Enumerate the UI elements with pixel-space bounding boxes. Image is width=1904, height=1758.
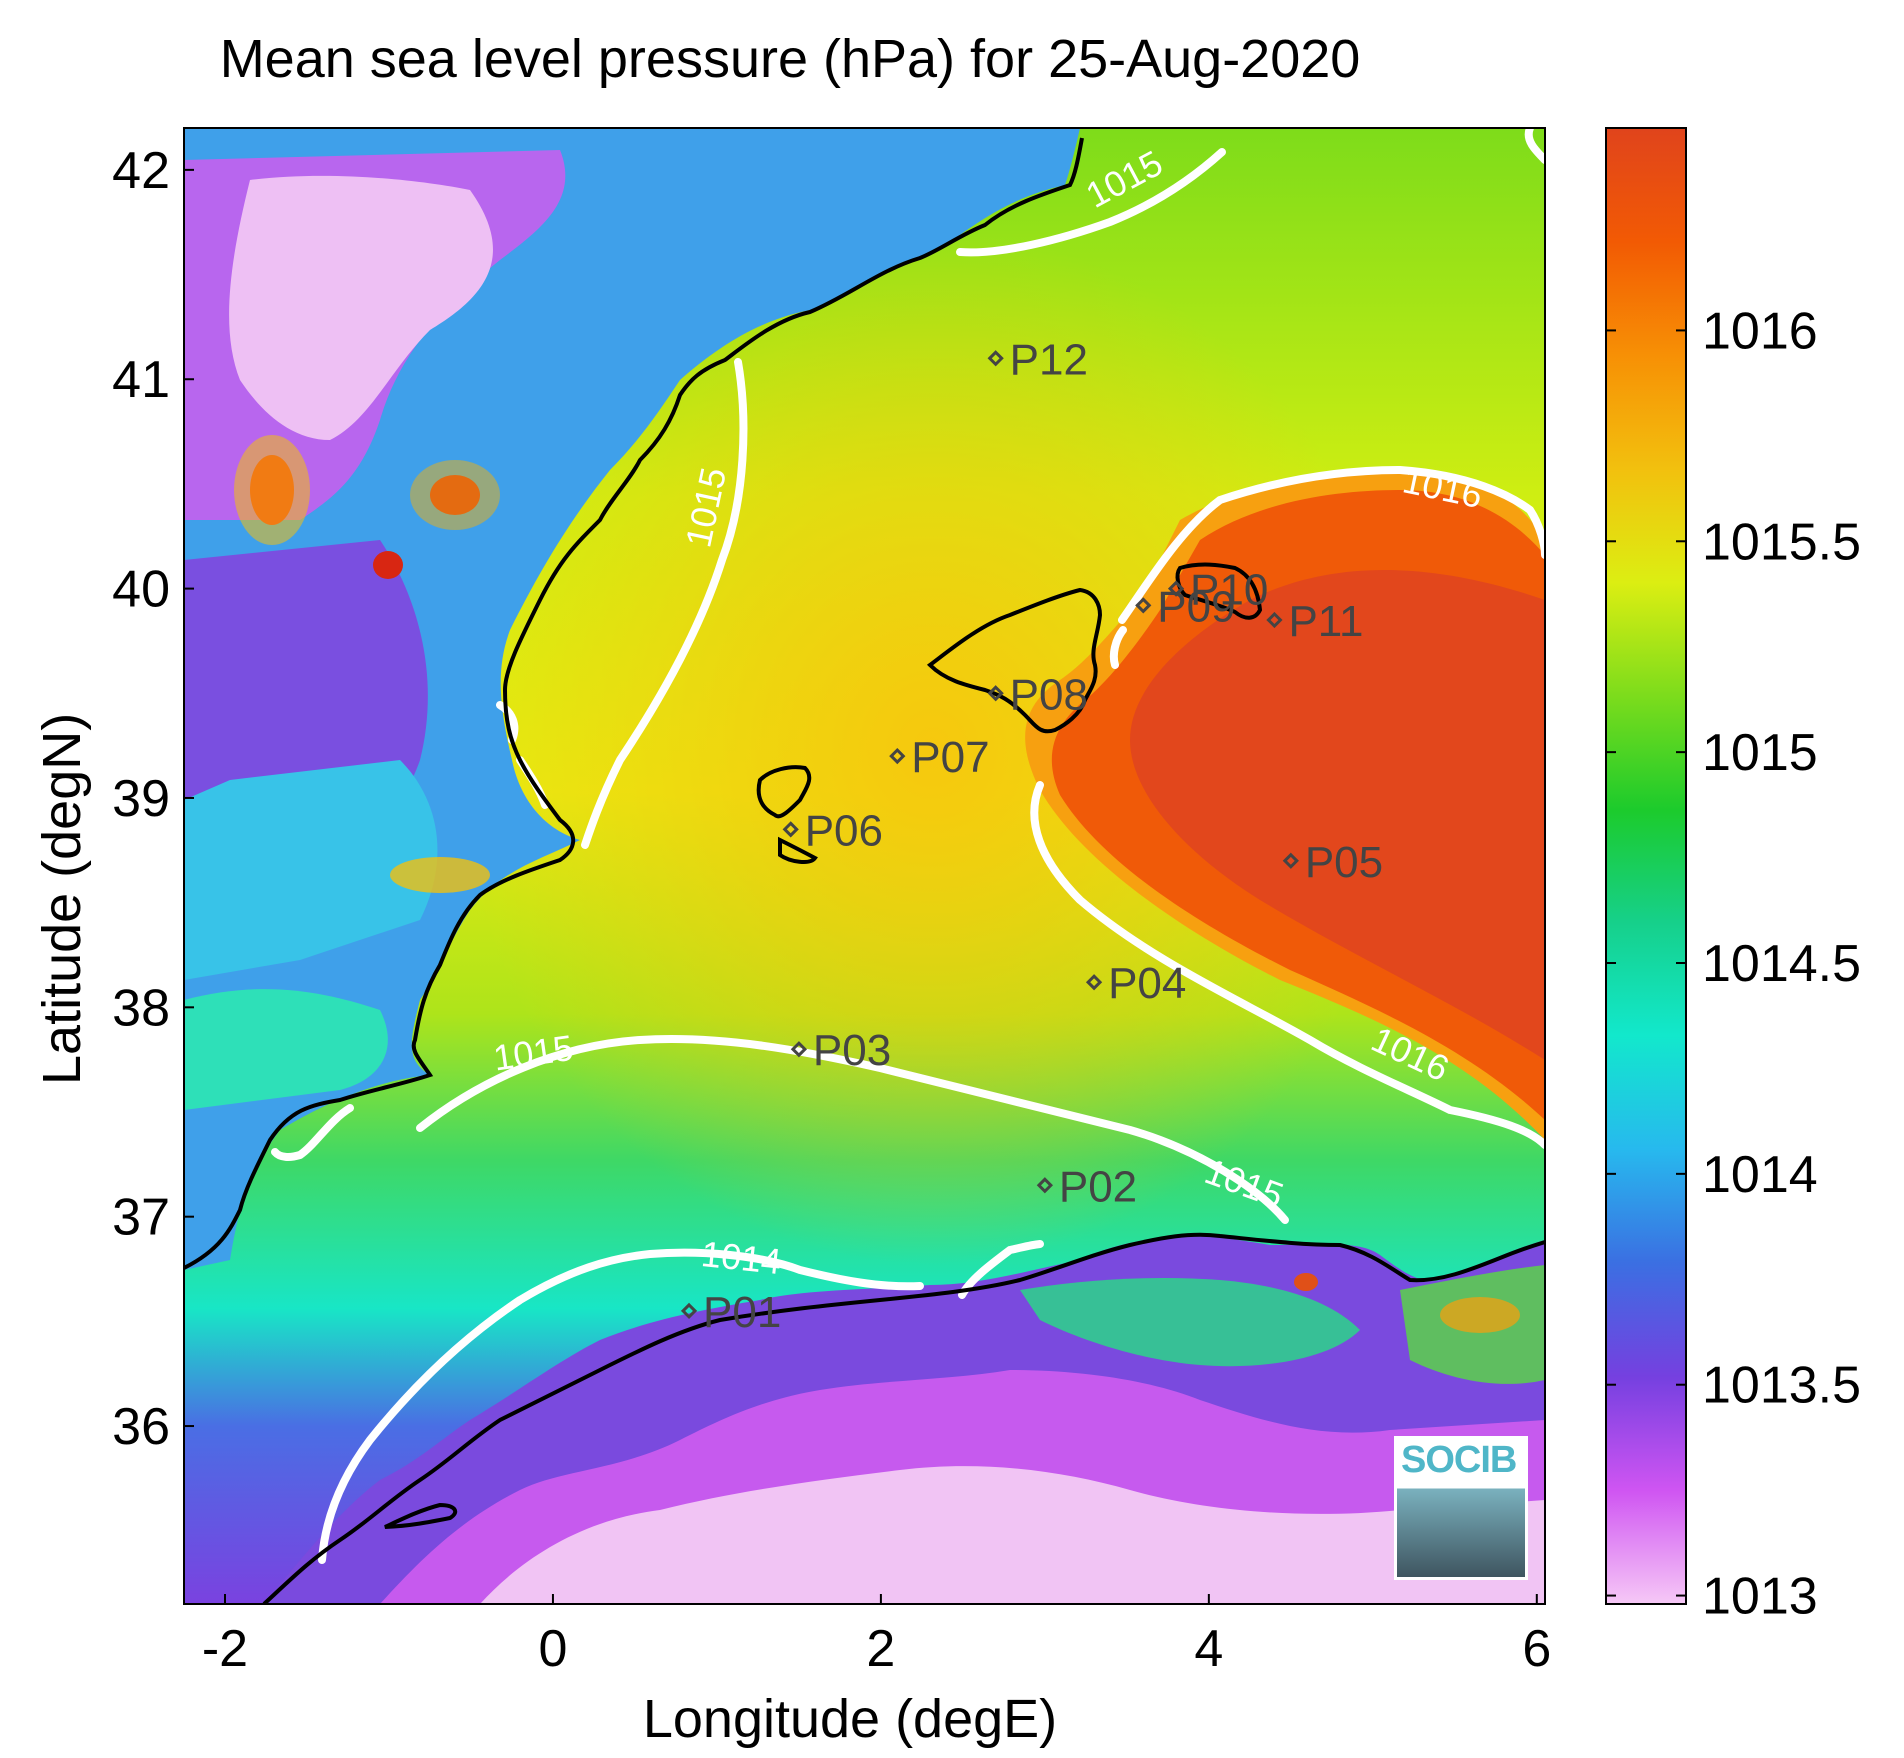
x-axis-label: Longitude (degE) (642, 1689, 1058, 1749)
colorbar-tick-label: 1014 (1702, 1146, 1818, 1204)
colorbar-tick-label: 1014.5 (1702, 935, 1861, 993)
point-label: P02 (1059, 1162, 1137, 1211)
y-axis-label: Latitude (degN) (32, 712, 92, 1085)
colorbar-tick-label: 1015 (1702, 724, 1818, 782)
x-tick-label: -2 (202, 1620, 248, 1678)
point-marker (987, 685, 1004, 702)
y-tick-label: 37 (112, 1189, 170, 1247)
y-tick-label: 38 (112, 979, 170, 1037)
x-tick-label: 6 (1522, 1620, 1551, 1678)
point-label: P03 (813, 1026, 891, 1075)
x-axis-ticks: -2 0 2 4 6 (202, 1594, 1551, 1678)
point-marker (987, 350, 1004, 367)
colorbar-tick-label: 1013.5 (1702, 1357, 1861, 1415)
point-marker (1167, 580, 1185, 597)
point-marker (790, 1041, 808, 1058)
y-axis-ticks: 36 37 38 39 40 41 42 (112, 142, 194, 1456)
point-label: P10 (1190, 566, 1268, 615)
y-tick-label: 40 (112, 561, 170, 619)
y-tick-label: 39 (112, 770, 170, 828)
point-label: P11 (1288, 597, 1363, 646)
point-label: P04 (1108, 959, 1186, 1008)
contour-lines (271, 128, 1545, 1564)
point-marker (1036, 1177, 1053, 1194)
point-marker (1135, 597, 1152, 614)
point-marker (1085, 974, 1103, 991)
point-label: P06 (805, 806, 883, 855)
point-label: P07 (911, 733, 989, 782)
socib-logo: SOCIB (1394, 1436, 1528, 1580)
point-label: P05 (1305, 838, 1383, 887)
y-tick-label: 36 (112, 1398, 170, 1456)
point-marker (889, 747, 906, 765)
y-tick-label: 42 (112, 142, 170, 200)
logo-text: SOCIB (1401, 1439, 1517, 1481)
x-tick-label: 4 (1194, 1620, 1223, 1678)
point-label: P12 (1010, 335, 1088, 384)
point-marker (1282, 852, 1299, 869)
point-label: P01 (703, 1288, 781, 1337)
y-tick-label: 41 (112, 351, 170, 409)
pressure-field (184, 128, 1545, 1604)
x-tick-label: 2 (866, 1620, 895, 1678)
colorbar-gradient (1605, 127, 1687, 1605)
map-title: Mean sea level pressure (hPa) for 25-Aug… (219, 29, 1361, 89)
contour-label: 1014 (699, 1233, 783, 1282)
point-marker (680, 1302, 698, 1320)
point-marker (782, 821, 799, 838)
point-label: P08 (1010, 670, 1088, 719)
colorbar: 1013 1013.5 1014 1014.5 1015 1015.5 1016 (1605, 127, 1861, 1626)
map-frame (183, 127, 1546, 1605)
x-tick-label: 0 (538, 1620, 567, 1678)
colorbar-tick-label: 1015.5 (1702, 513, 1861, 571)
point-marker (1266, 611, 1283, 629)
colorbar-tick-label: 1016 (1702, 302, 1818, 360)
coastlines (184, 137, 1545, 1604)
colorbar-tick-label: 1013 (1702, 1568, 1818, 1626)
